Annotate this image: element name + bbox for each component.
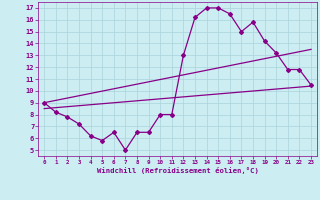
X-axis label: Windchill (Refroidissement éolien,°C): Windchill (Refroidissement éolien,°C) [97,167,259,174]
